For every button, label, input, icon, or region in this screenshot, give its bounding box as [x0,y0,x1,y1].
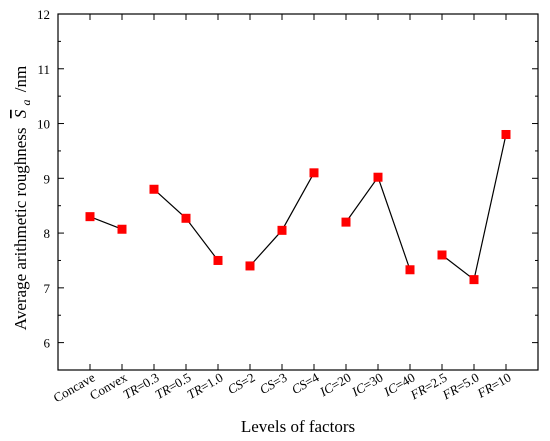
x-tick-label: CS=3 [257,370,290,397]
y-tick-label: 12 [37,7,50,22]
x-tick-label: TR=0.3 [120,370,161,402]
y-tick-label: 10 [37,117,50,132]
plot-frame [57,13,539,371]
data-point [117,224,127,234]
y-axis-title-text: Average arithmetic roughness [11,128,30,331]
x-tick-label: IC=20 [316,370,353,400]
series-line-segment [249,172,315,267]
series-line-segment [441,134,507,281]
x-tick-label-factor: TR [120,381,141,402]
data-point [469,275,479,285]
x-tick-label-factor: FR [474,380,496,401]
x-tick-label-factor: TR [184,381,205,402]
data-point [437,250,447,260]
y-tick-label: 6 [44,336,51,351]
x-tick-label-factor: IC [380,380,400,400]
x-tick-label-factor: FR [407,381,429,402]
data-point [85,212,95,222]
x-tick-label-factor: CS [289,376,310,397]
x-tick-label-level: =3 [270,370,289,390]
data-point [277,225,287,235]
y-axis-symbol-sub: a [19,100,33,106]
x-tick-label: FR=10 [474,370,514,402]
y-tick-label: 7 [44,281,51,296]
data-point [181,213,191,223]
data-point [405,265,415,275]
x-tick-label: IC=30 [348,370,385,400]
series-line-segment [153,188,219,261]
x-axis-title: Levels of factors [241,417,355,436]
y-tick-label: 8 [44,226,51,241]
x-tick-label-factor: CS [257,376,278,397]
y-axis: 6 7 8 9 10 11 12 [37,7,538,351]
y-axis-title: Average arithmetic roughness S a /nm [11,66,34,330]
x-tick-label-factor: FR [439,381,461,402]
y-tick-label: 11 [37,62,50,77]
data-point [213,255,223,265]
x-tick-label: CS=4 [289,369,322,397]
data-point [149,184,159,194]
series-markers [85,129,511,285]
x-tick-label: FR=5.0 [439,370,482,403]
x-tick-label: TR=0.5 [152,370,193,402]
series-line-segment [345,175,411,270]
series-line-segment [89,216,123,230]
x-tick-label-factor: TR [152,381,173,402]
x-tick-label-level: =2 [238,370,257,390]
y-tick-label: 9 [44,171,51,186]
x-tick-label-factor: IC [316,380,336,400]
data-point [501,129,511,139]
data-point [309,168,319,178]
data-point [245,261,255,271]
y-axis-symbol: S [11,109,30,118]
data-point [373,172,383,182]
x-tick-label: FR=2.5 [407,370,450,403]
x-tick-label: TR=1.0 [184,370,225,402]
plot-border [57,13,539,371]
y-axis-unit: /nm [11,66,30,92]
x-tick-label-factor: CS [225,376,246,397]
x-tick-label-factor: IC [348,380,368,400]
x-tick-label: CS=2 [225,370,258,397]
data-point [341,217,351,227]
